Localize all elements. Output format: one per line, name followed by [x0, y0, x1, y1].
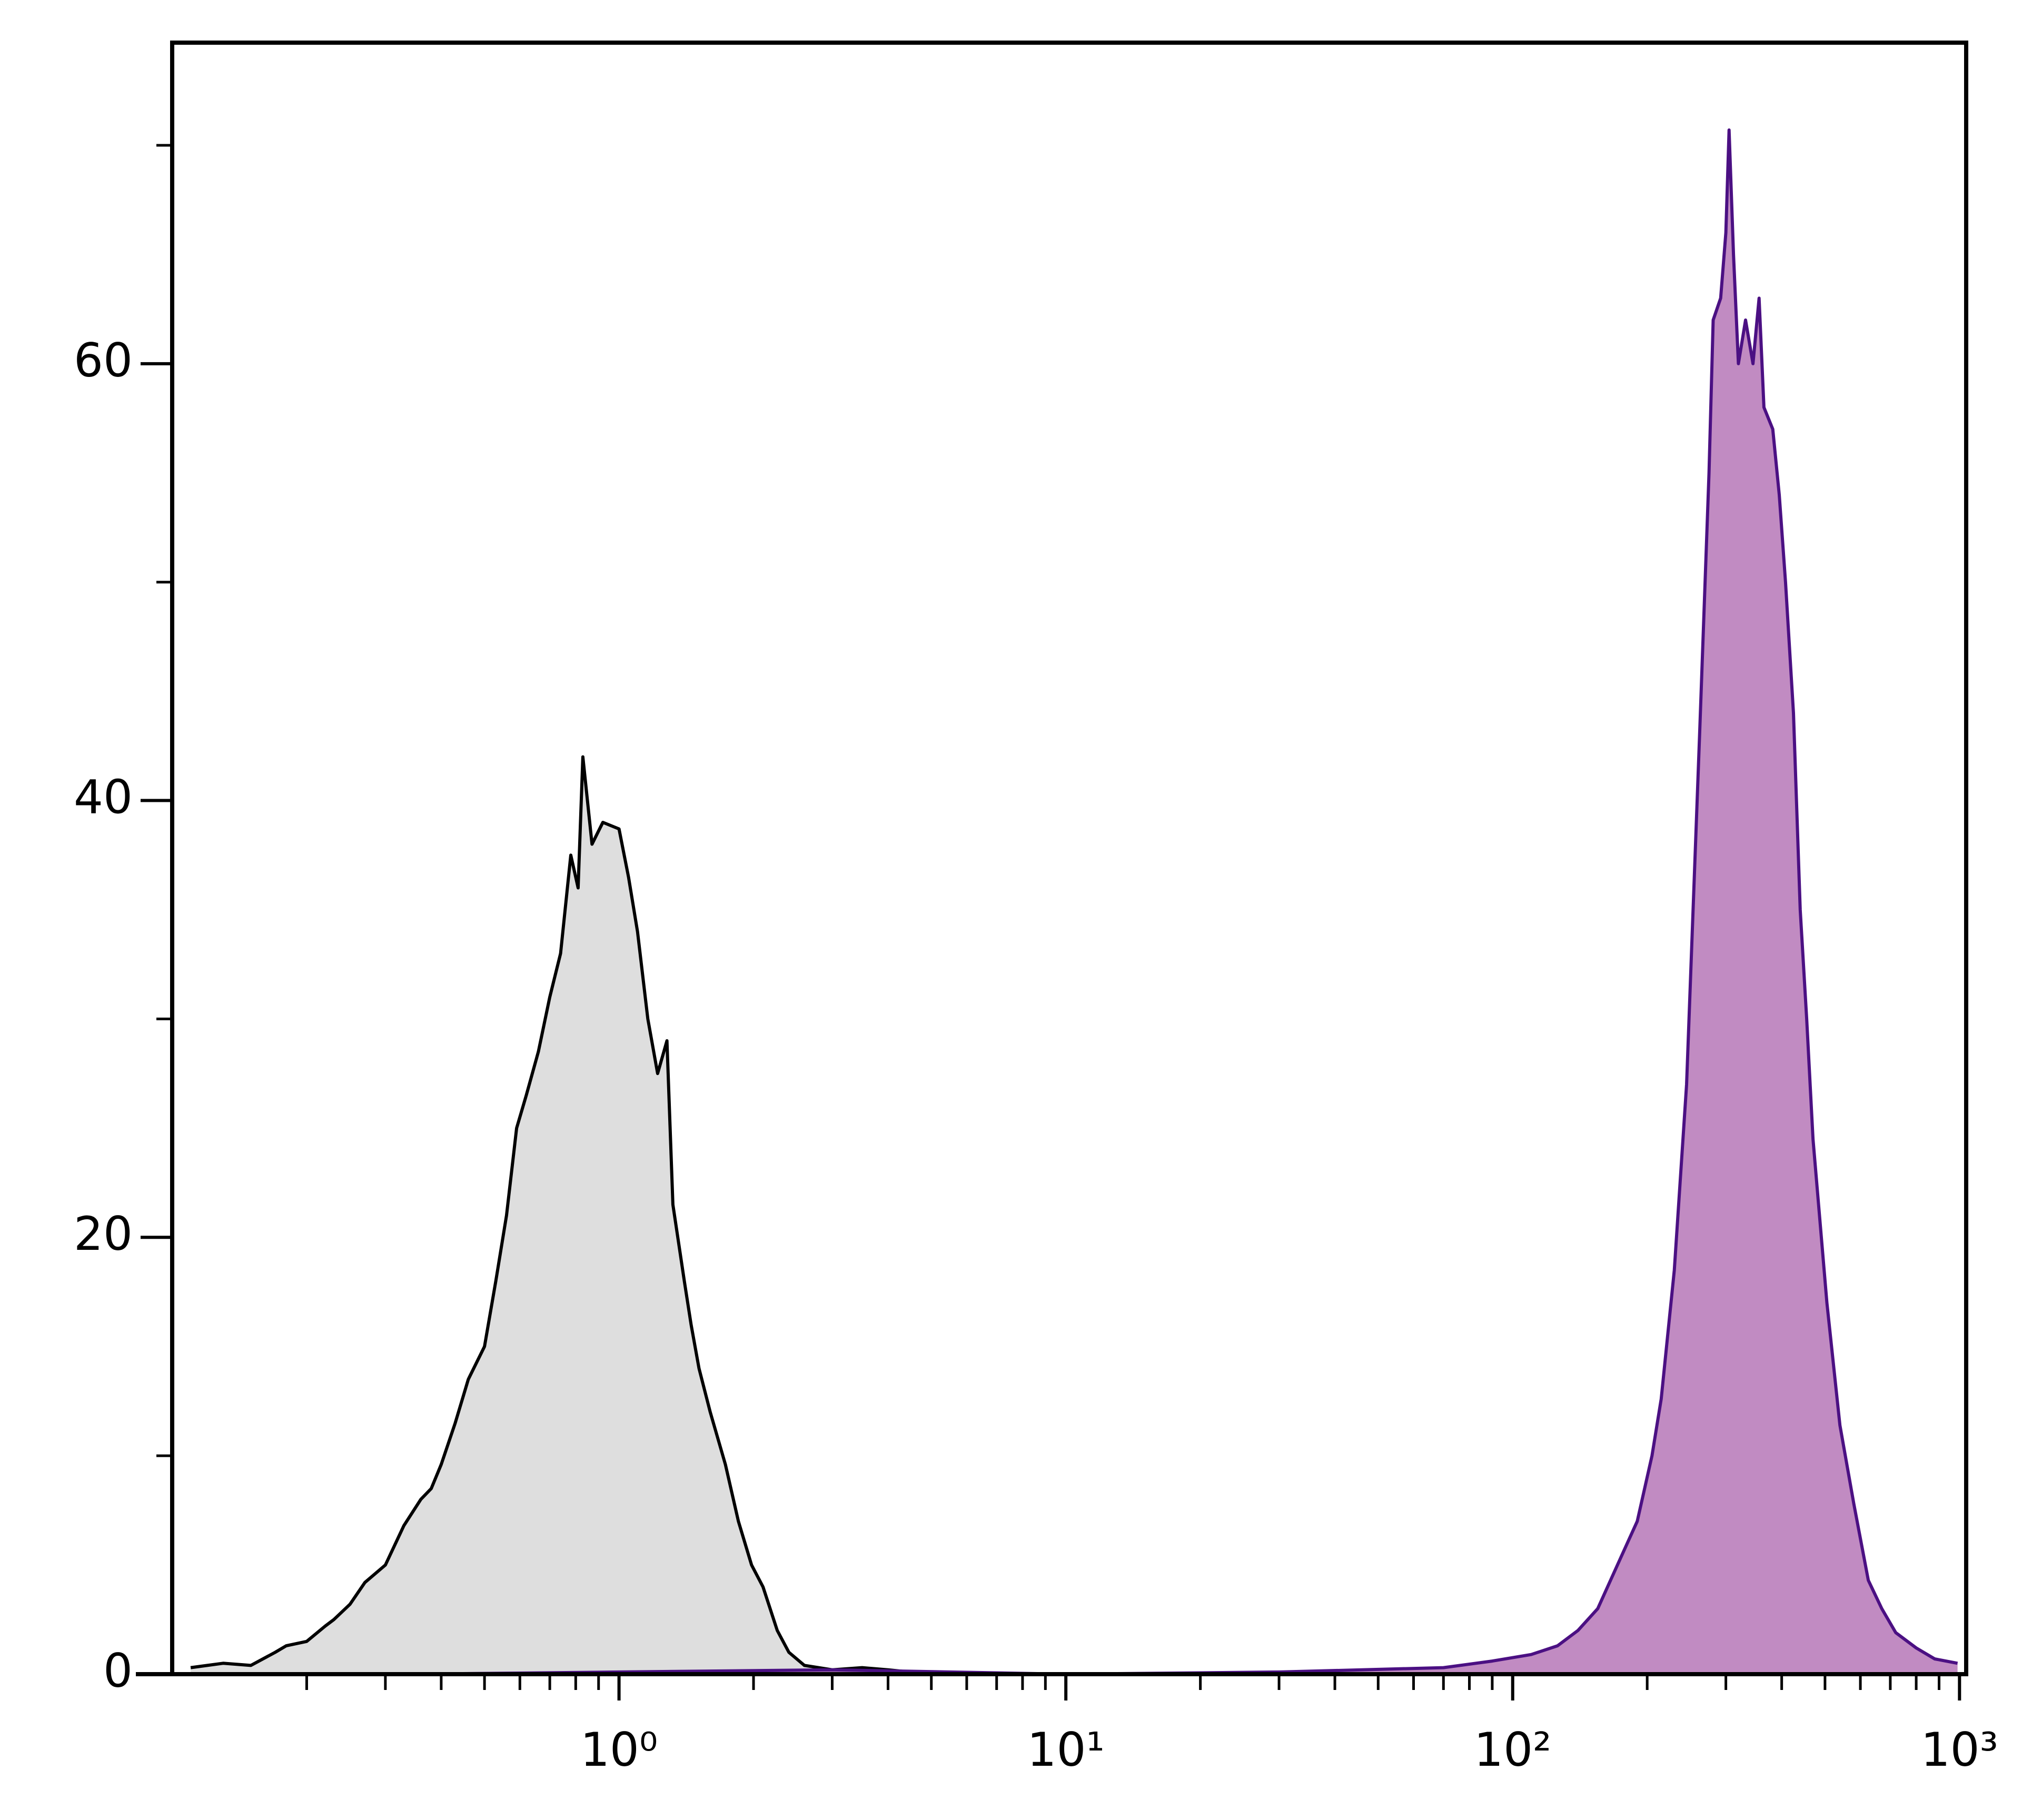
x-tick-label: 10³ [1921, 1723, 1998, 1777]
area-fill [191, 757, 931, 1674]
histogram-line [190, 755, 932, 1676]
y-tick-label: 0 [103, 1644, 133, 1698]
histogram-line [415, 128, 1958, 1676]
y-tick-label: 40 [74, 770, 133, 824]
x-tick-label: 10⁰ [580, 1723, 658, 1777]
area-fill [415, 130, 1958, 1675]
y-tick-label: 20 [74, 1207, 133, 1261]
x-tick-label: 10¹ [1027, 1723, 1105, 1777]
y-tick-label: 60 [74, 333, 133, 387]
plot-frame [170, 41, 1968, 1674]
x-tick-label: 10² [1474, 1723, 1551, 1777]
